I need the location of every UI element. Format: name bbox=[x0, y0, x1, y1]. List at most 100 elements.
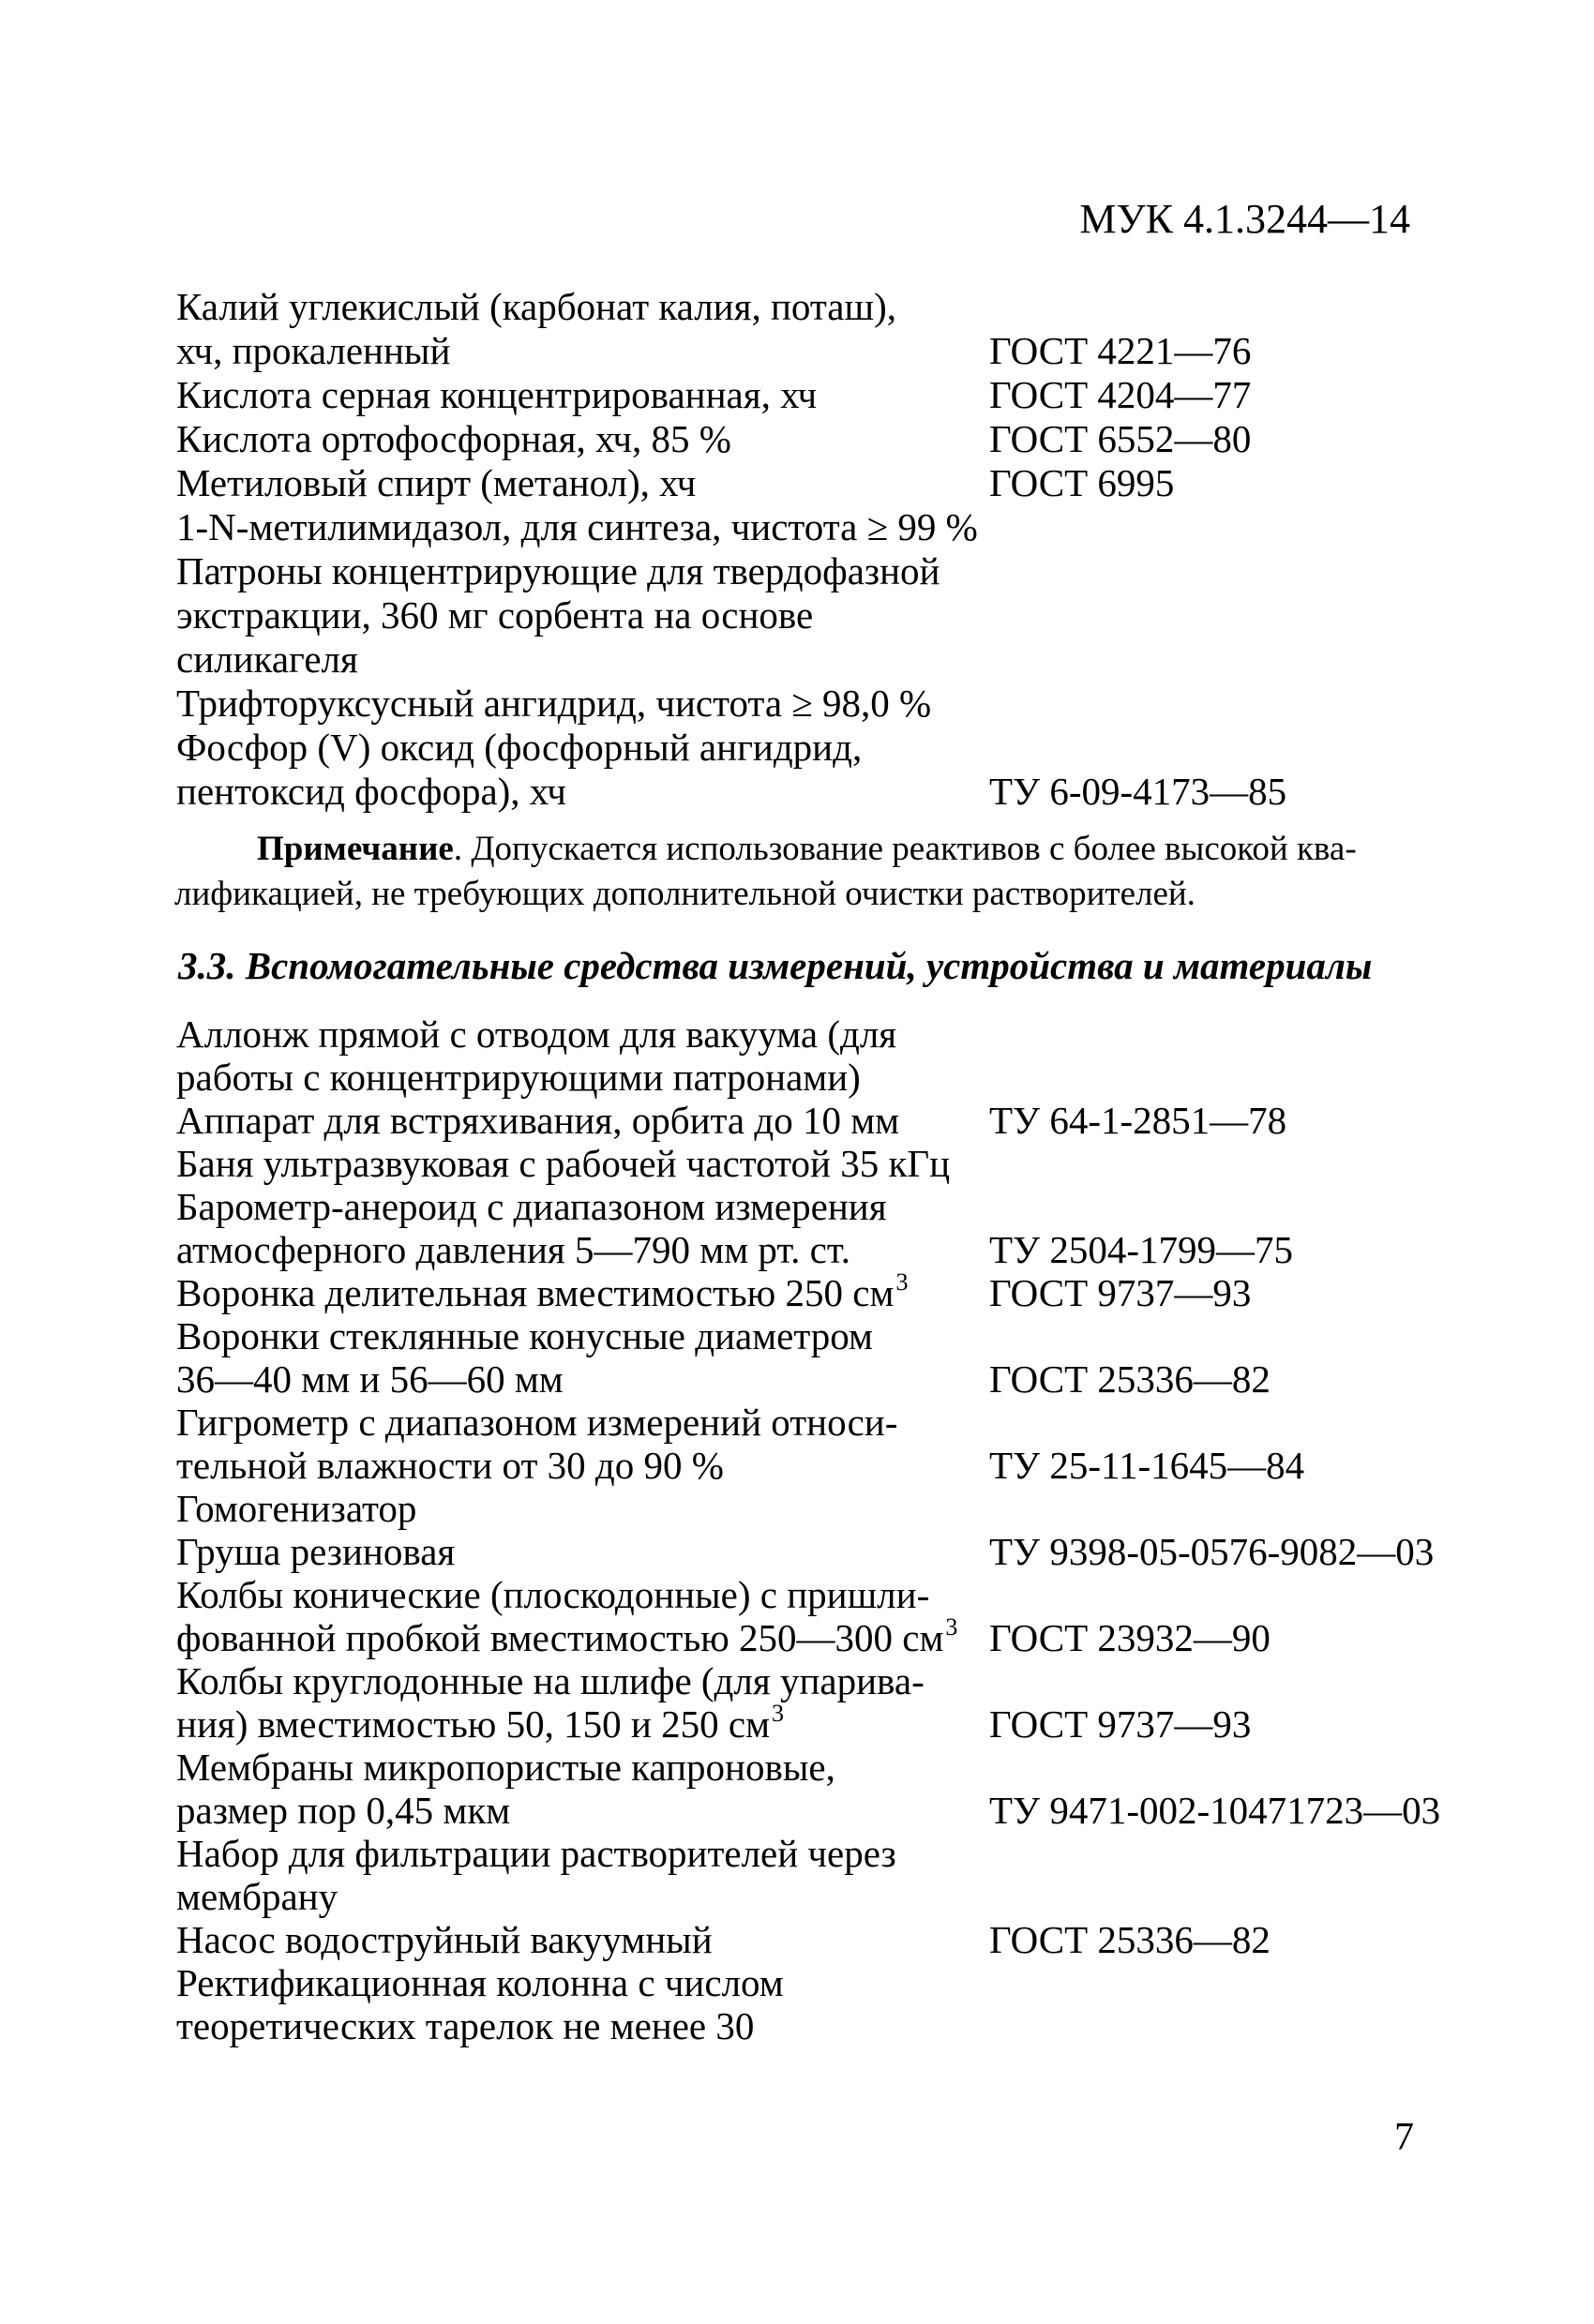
item-text: Барометр-анероид с диапазоном измерения bbox=[176, 1185, 887, 1228]
document-code: МУК 4.1.3244—14 bbox=[1079, 196, 1410, 242]
standard-ref: ТУ 6-09-4173—85 bbox=[989, 770, 1287, 813]
list-line: Колбы конические (плоскодонные) с пришли… bbox=[176, 1573, 1423, 1616]
list-line: Баня ультразвуковая с рабочей частотой 3… bbox=[176, 1142, 1423, 1185]
list-line: Колбы круглодонные на шлифе (для упарива… bbox=[176, 1659, 1423, 1702]
item-text: размер пор 0,45 мкм bbox=[176, 1789, 511, 1832]
note-label: Примечание bbox=[257, 830, 454, 868]
list-line: Гигрометр с диапазоном измерений относи- bbox=[176, 1401, 1423, 1444]
standard-ref: ГОСТ 25336—82 bbox=[989, 1357, 1271, 1401]
list-line: Ректификационная колонна с числом bbox=[176, 1961, 1423, 2004]
standard-ref: ГОСТ 23932—90 bbox=[989, 1616, 1271, 1659]
list-line: Барометр-анероид с диапазоном измерения bbox=[176, 1185, 1423, 1228]
item-text: пентоксид фосфора), хч bbox=[176, 770, 566, 813]
standard-ref: ТУ 25-11-1645—84 bbox=[989, 1444, 1305, 1487]
note-line-1-text: . Допускается использование реактивов с … bbox=[453, 830, 1357, 868]
list-line: силикагеля bbox=[176, 637, 1423, 682]
item-text: Ректификационная колонна с числом bbox=[176, 1961, 784, 2004]
standard-ref: ГОСТ 6552—80 bbox=[989, 417, 1252, 460]
reagents-list: Калий углекислый (карбонат калия, поташ)… bbox=[176, 285, 1423, 814]
item-text: Аппарат для встряхивания, орбита до 10 м… bbox=[176, 1099, 900, 1142]
note-line-2: лификацией, не требующих дополнительной … bbox=[174, 875, 1196, 913]
equipment-list: Аллонж прямой с отводом для вакуума (для… bbox=[176, 1012, 1440, 2047]
item-text: Воронки стеклянные конусные диаметром bbox=[176, 1314, 873, 1357]
standard-ref: ТУ 64-1-2851—78 bbox=[989, 1099, 1287, 1142]
standard-ref: ГОСТ 9737—93 bbox=[989, 1271, 1252, 1314]
list-line: Аппарат для встряхивания, орбита до 10 м… bbox=[176, 1099, 1423, 1142]
list-line: Кислота серная концентрированная, хч ГОСТ… bbox=[176, 373, 1423, 417]
list-line: экстракции, 360 мг сорбента на основе bbox=[176, 593, 1423, 637]
superscript: 3 bbox=[945, 1613, 958, 1641]
item-text: ния) вместимостью 50, 150 и 250 см3 bbox=[176, 1700, 785, 1746]
standard-ref: ТУ 9398-05-0576-9082—03 bbox=[989, 1530, 1435, 1573]
item-text: Колбы конические (плоскодонные) с пришли… bbox=[176, 1573, 930, 1616]
list-line: Набор для фильтрации растворителей через bbox=[176, 1832, 1423, 1875]
standard-ref: ГОСТ 6995 bbox=[989, 461, 1175, 504]
item-text: 36—40 мм и 56—60 мм bbox=[176, 1357, 564, 1401]
list-line: 36—40 мм и 56—60 мм ГОСТ 25336—82 bbox=[176, 1357, 1423, 1401]
item-text: фованной пробкой вместимостью 250—300 см… bbox=[176, 1613, 958, 1659]
item-text: работы с концентрирующими патронами) bbox=[176, 1056, 861, 1099]
list-line: Фосфор (V) оксид (фосфорный ангидрид, bbox=[176, 726, 1423, 770]
standard-ref: ГОСТ 4221—76 bbox=[989, 329, 1252, 372]
list-line: Воронки стеклянные конусные диаметром bbox=[176, 1314, 1423, 1357]
list-line: Трифторуксусный ангидрид, чистота ≥ 98,0… bbox=[176, 682, 1423, 726]
note-paragraph: Примечание. Допускается использование ре… bbox=[174, 827, 1357, 917]
item-text: Метиловый спирт (метанол), хч bbox=[176, 461, 697, 504]
list-line: тельной влажности от 30 до 90 % ТУ 25-11-… bbox=[176, 1444, 1423, 1487]
list-line: хч, прокаленный ГОСТ 4221—76 bbox=[176, 329, 1423, 373]
item-text: Груша резиновая bbox=[176, 1530, 456, 1573]
item-text: Гигрометр с диапазоном измерений относи- bbox=[176, 1401, 898, 1444]
item-text: хч, прокаленный bbox=[176, 329, 451, 372]
list-line: Груша резиновая ТУ 9398-05-0576-9082—03 bbox=[176, 1530, 1434, 1573]
list-line: 1-N-метилимидазол, для синтеза, чистота … bbox=[176, 505, 1423, 549]
item-text: мембрану bbox=[176, 1875, 338, 1918]
list-line: мембрану bbox=[176, 1875, 1423, 1918]
item-text: Патроны концентрирующие для твердофазной bbox=[176, 549, 940, 592]
item-text: Набор для фильтрации растворителей через bbox=[176, 1832, 896, 1875]
item-text: 1-N-метилимидазол, для синтеза, чистота … bbox=[176, 505, 978, 548]
item-text: Гомогенизатор bbox=[176, 1487, 417, 1530]
list-line: Патроны концентрирующие для твердофазной bbox=[176, 549, 1423, 593]
item-text: Кислота серная концентрированная, хч bbox=[176, 373, 818, 416]
item-text: Кислота ортофосфорная, хч, 85 % bbox=[176, 417, 731, 460]
section-heading: 3.3. Вспомогательные средства измерений,… bbox=[178, 944, 1373, 987]
list-line: фованной пробкой вместимостью 250—300 см… bbox=[176, 1613, 1423, 1659]
superscript: 3 bbox=[772, 1700, 785, 1727]
note-line-1: Примечание. Допускается использование ре… bbox=[174, 827, 1357, 872]
item-text: Колбы круглодонные на шлифе (для упарива… bbox=[176, 1659, 925, 1702]
list-line: теоретических тарелок не менее 30 bbox=[176, 2004, 1423, 2047]
list-line: ния) вместимостью 50, 150 и 250 см3 ГОСТ … bbox=[176, 1700, 1423, 1746]
list-line: Кислота ортофосфорная, хч, 85 % ГОСТ 6552… bbox=[176, 417, 1423, 461]
standard-ref: ГОСТ 25336—82 bbox=[989, 1918, 1271, 1961]
item-text: тельной влажности от 30 до 90 % bbox=[176, 1444, 724, 1487]
standard-ref: ТУ 9471-002-10471723—03 bbox=[989, 1789, 1441, 1832]
item-text: Аллонж прямой с отводом для вакуума (для bbox=[176, 1012, 897, 1056]
item-text: силикагеля bbox=[176, 637, 358, 681]
list-line: Гомогенизатор bbox=[176, 1487, 1423, 1530]
page-number: 7 bbox=[1394, 2116, 1414, 2159]
standard-ref: ТУ 2504-1799—75 bbox=[989, 1228, 1293, 1271]
list-line: Насос водоструйный вакуумный ГОСТ 25336—8… bbox=[176, 1918, 1423, 1961]
item-text: Мембраны микропористые капроновые, bbox=[176, 1746, 835, 1789]
list-line: Калий углекислый (карбонат калия, поташ)… bbox=[176, 285, 1423, 329]
item-text: Фосфор (V) оксид (фосфорный ангидрид, bbox=[176, 726, 863, 769]
list-line: Мембраны микропористые капроновые, bbox=[176, 1746, 1423, 1789]
standard-ref: ГОСТ 4204—77 bbox=[989, 373, 1252, 416]
item-text: теоретических тарелок не менее 30 bbox=[176, 2004, 755, 2047]
item-text: Трифторуксусный ангидрид, чистота ≥ 98,0… bbox=[176, 682, 932, 725]
superscript: 3 bbox=[895, 1268, 909, 1296]
item-text: экстракции, 360 мг сорбента на основе bbox=[176, 593, 814, 637]
list-line: Метиловый спирт (метанол), хч ГОСТ 6995 bbox=[176, 461, 1423, 505]
item-text: Воронка делительная вместимостью 250 см3 bbox=[176, 1268, 909, 1314]
list-line: пентоксид фосфора), хч ТУ 6-09-4173—85 bbox=[176, 770, 1423, 814]
standard-ref: ГОСТ 9737—93 bbox=[989, 1702, 1252, 1746]
list-line: размер пор 0,45 мкм ТУ 9471-002-10471723—… bbox=[176, 1789, 1440, 1832]
list-line: Аллонж прямой с отводом для вакуума (для bbox=[176, 1012, 1423, 1056]
list-line: работы с концентрирующими патронами) bbox=[176, 1056, 1423, 1099]
item-text: Калий углекислый (карбонат калия, поташ)… bbox=[176, 285, 896, 328]
item-text: Насос водоструйный вакуумный bbox=[176, 1918, 713, 1961]
list-line: Воронка делительная вместимостью 250 см3… bbox=[176, 1268, 1423, 1314]
item-text: атмосферного давления 5—790 мм рт. ст. bbox=[176, 1228, 850, 1271]
list-line: атмосферного давления 5—790 мм рт. ст. ТУ… bbox=[176, 1228, 1423, 1271]
